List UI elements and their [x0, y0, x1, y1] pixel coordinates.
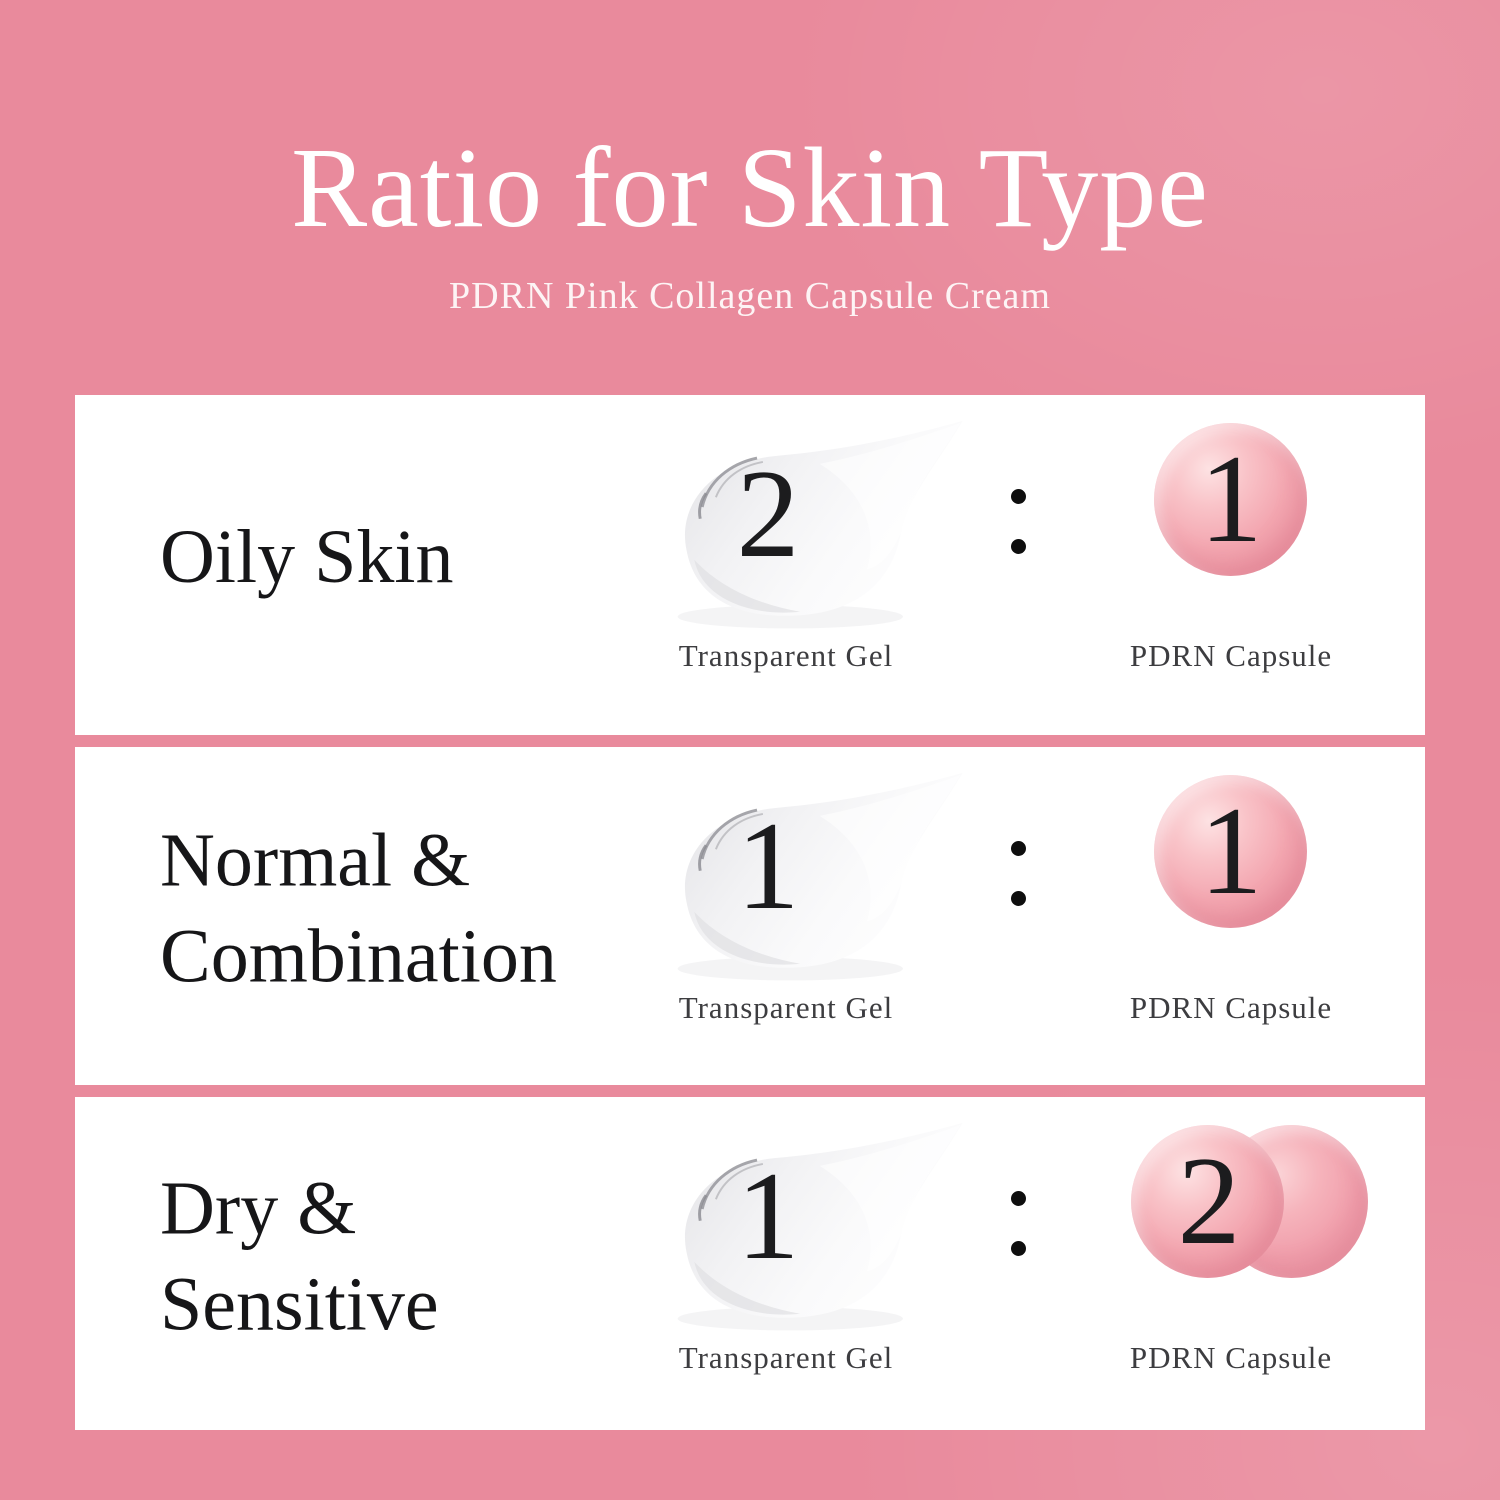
gel-count: 1 — [736, 1147, 800, 1286]
gel-figure: 1 Transparent Gel — [635, 747, 1055, 1085]
colon-dot — [1010, 1241, 1026, 1256]
skin-type-label: Dry & Sensitive — [160, 1166, 439, 1346]
skin-type-label: Normal & Combination — [160, 818, 557, 999]
gel-caption: Transparent Gel — [678, 638, 894, 673]
ratio-row-normal-combination: Normal & Combination 1 Transparent Gel 1… — [75, 747, 1425, 1085]
gel-caption: Transparent Gel — [678, 1340, 894, 1375]
colon-dot — [1010, 891, 1026, 906]
capsule-caption: PDRN Capsule — [1129, 990, 1333, 1025]
capsule-figure: 1 PDRN Capsule — [1115, 395, 1347, 735]
gel-smear-graphic — [677, 420, 963, 629]
ratio-row-dry-sensitive: Dry & Sensitive 1 Transparent Gel 2 PDRN… — [75, 1097, 1425, 1430]
page-title: Ratio for Skin Type — [291, 124, 1209, 251]
capsule-caption: PDRN Capsule — [1129, 1340, 1333, 1375]
gel-caption: Transparent Gel — [678, 990, 894, 1025]
ratio-colon — [1003, 1191, 1033, 1291]
colon-dot — [1010, 489, 1026, 504]
gel-smear-graphic — [677, 1122, 963, 1331]
capsule-figure: 1 PDRN Capsule — [1115, 747, 1347, 1085]
pdrn-capsule-sphere — [1131, 1125, 1284, 1278]
colon-dot — [1010, 1191, 1026, 1206]
gel-figure: 2 Transparent Gel — [635, 395, 1055, 735]
ratio-colon — [1003, 489, 1033, 589]
capsule-count: 1 — [1199, 430, 1263, 569]
ratio-row-oily-skin: Oily Skin 2 Transparent Gel 1 PDRN Capsu… — [75, 395, 1425, 735]
colon-dot — [1010, 539, 1026, 554]
gel-smear-graphic — [677, 772, 963, 981]
colon-dot — [1010, 841, 1026, 856]
pdrn-capsule-sphere — [1154, 423, 1307, 576]
capsule-caption: PDRN Capsule — [1129, 638, 1333, 673]
capsule-count: 2 — [1177, 1132, 1241, 1271]
gel-count: 1 — [736, 797, 800, 936]
page-subtitle: PDRN Pink Collagen Capsule Cream — [449, 275, 1051, 317]
ratio-colon — [1003, 841, 1033, 941]
pdrn-capsule-sphere — [1154, 775, 1307, 928]
capsule-count: 1 — [1199, 782, 1263, 921]
capsule-figure: 2 PDRN Capsule — [1115, 1097, 1368, 1430]
gel-count: 2 — [736, 445, 800, 584]
skin-type-label: Oily Skin — [160, 515, 454, 600]
gel-figure: 1 Transparent Gel — [635, 1097, 1055, 1430]
